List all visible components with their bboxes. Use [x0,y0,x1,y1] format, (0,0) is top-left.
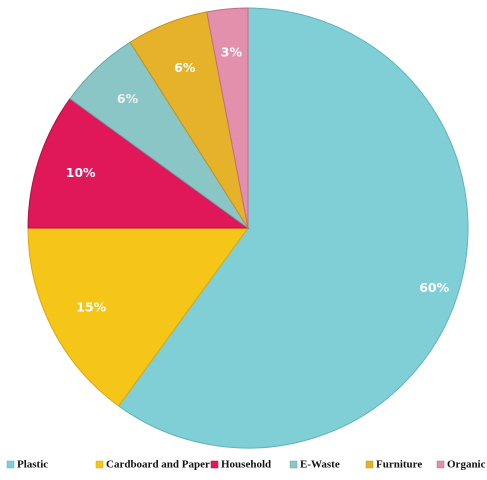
legend-item-household: Household [210,459,271,471]
pie-slice-organic [206,7,249,229]
legend-label: E-Waste [300,459,340,471]
slice-label-organic: 3% [221,44,243,59]
legend-swatch [436,460,445,469]
slice-label-e-waste: 6% [117,91,139,106]
legend-item-e-waste: E-Waste [289,459,340,471]
legend-item-furniture: Furniture [365,459,422,471]
legend-label: Cardboard and Paper [106,459,210,471]
legend: Plastic Cardboard and Paper Household E-Was… [6,459,486,471]
legend-swatch [210,460,219,469]
slice-label-plastic: 60% [419,280,449,295]
slice-label-household: 10% [66,165,96,180]
legend-swatch [6,460,15,469]
pie-slices [27,7,469,449]
legend-swatch [95,460,104,469]
slice-labels: 60% 15% 10% 6% 6% 3% [66,44,450,314]
pie-slice-cardboard-and-paper [27,227,249,407]
pie-slice-household [27,97,250,229]
legend-label: Organic [447,459,486,471]
pie-slice-plastic [117,7,469,449]
legend-item-plastic: Plastic [6,459,48,471]
legend-label: Household [221,459,271,471]
legend-swatch [365,460,374,469]
slice-label-furniture: 6% [174,60,196,75]
legend-label: Plastic [17,459,48,471]
slice-label-cardboard-and-paper: 15% [76,299,106,314]
legend-item-cardboard-and-paper: Cardboard and Paper [95,459,210,471]
legend-item-organic: Organic [436,459,486,471]
legend-swatch [289,460,298,469]
legend-label: Furniture [376,459,422,471]
